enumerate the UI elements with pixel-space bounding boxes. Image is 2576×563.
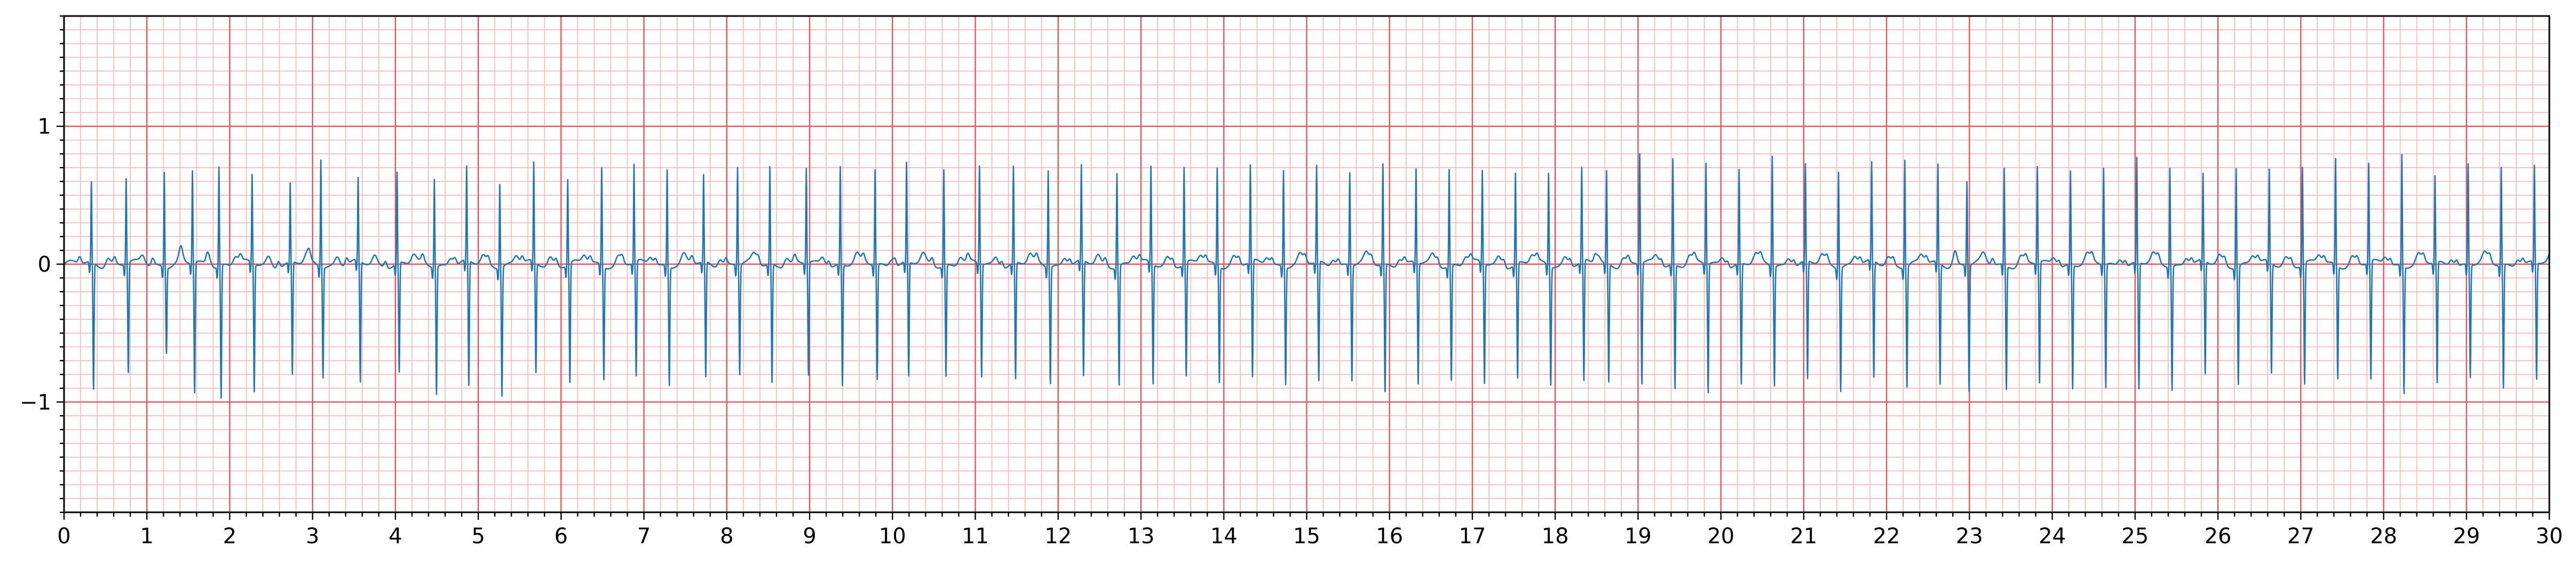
x-tick-label: 18 (1542, 524, 1569, 549)
x-tick-label: 1 (140, 524, 154, 549)
x-tick-label: 7 (637, 524, 651, 549)
ecg-trace-line (64, 153, 2550, 399)
x-tick-label: 30 (2536, 524, 2563, 549)
y-tick-label: −1 (20, 390, 51, 415)
x-tick-label: 2 (223, 524, 236, 549)
x-tick-label: 14 (1210, 524, 1238, 549)
x-tick-label: 20 (1707, 524, 1734, 549)
x-tick-label: 12 (1044, 524, 1072, 549)
x-tick-label: 4 (389, 524, 402, 549)
x-tick-label: 11 (962, 524, 989, 549)
x-tick-label: 16 (1376, 524, 1403, 549)
x-tick-label: 8 (720, 524, 733, 549)
y-tick-label: 1 (38, 115, 51, 139)
x-tick-label: 26 (2205, 524, 2232, 549)
x-tick-label: 27 (2287, 524, 2315, 549)
x-tick-label: 13 (1128, 524, 1155, 549)
x-tick-label: 17 (1459, 524, 1486, 549)
x-tick-label: 15 (1293, 524, 1320, 549)
x-tick-label: 3 (306, 524, 319, 549)
x-tick-label: 23 (1956, 524, 1983, 549)
x-axis-ticks: 0 1 2 3 4 5 6 7 8 9 10 11 12 13 14 15 16 17 18 19 20 21 22 23 24… (57, 512, 2563, 549)
y-axis-ticks: −1 0 1 (20, 15, 64, 513)
x-tick-label: 21 (1790, 524, 1817, 549)
x-tick-label: 29 (2453, 524, 2480, 549)
x-tick-label: 0 (57, 524, 70, 549)
x-tick-label: 28 (2370, 524, 2397, 549)
x-tick-label: 19 (1624, 524, 1652, 549)
x-tick-label: 5 (471, 524, 485, 549)
x-tick-label: 6 (554, 524, 568, 549)
y-tick-label: 0 (38, 252, 51, 277)
major-grid (63, 16, 2550, 512)
x-tick-label: 10 (879, 524, 906, 549)
x-tick-label: 24 (2039, 524, 2066, 549)
x-tick-label: 25 (2121, 524, 2149, 549)
x-tick-label: 22 (1873, 524, 1900, 549)
x-tick-label: 9 (803, 524, 816, 549)
